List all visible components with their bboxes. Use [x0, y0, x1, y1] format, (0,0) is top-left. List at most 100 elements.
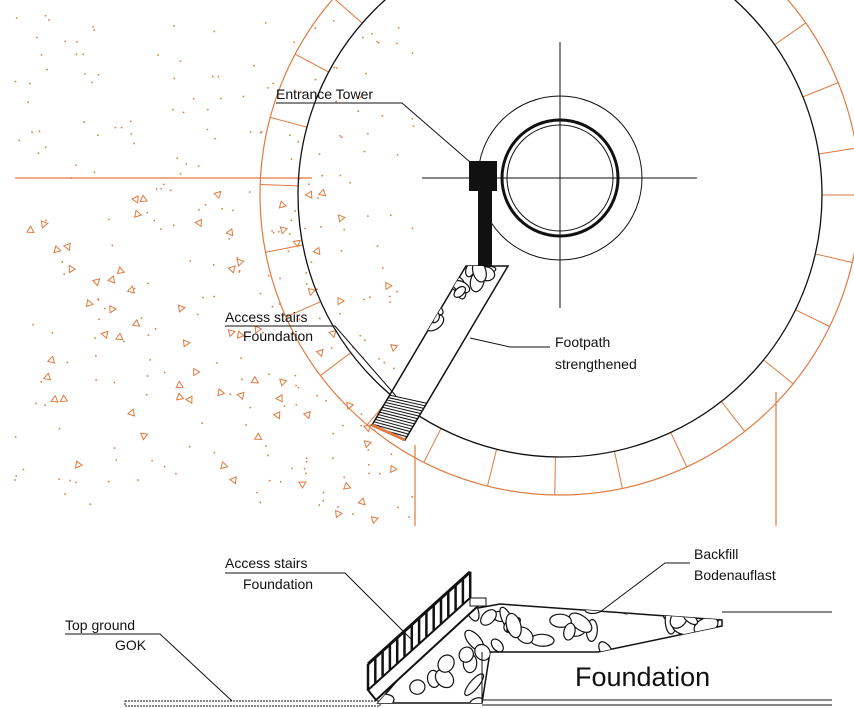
triangle [227, 329, 236, 338]
dot [28, 82, 31, 85]
ring-tick [265, 244, 303, 253]
dot [93, 171, 96, 174]
section-view: Foundation Top ground GOK Access stairs … [65, 546, 832, 707]
label: strengthened [555, 356, 637, 372]
dot [267, 274, 270, 277]
dot [298, 318, 301, 321]
dot [318, 317, 321, 320]
triangle [346, 401, 355, 411]
triangle [126, 408, 136, 417]
stair-step [372, 409, 425, 424]
dot [338, 312, 341, 315]
dot [22, 468, 25, 471]
stone [347, 369, 367, 396]
dot [146, 211, 149, 214]
ring-tick [260, 184, 299, 187]
dot [15, 475, 18, 477]
triangle [337, 214, 346, 223]
ring-tick [774, 22, 807, 46]
triangle [236, 391, 245, 401]
dot [357, 110, 360, 112]
label: Access stairs [225, 555, 307, 571]
dot [92, 25, 95, 28]
dot [335, 100, 337, 103]
stair-step [375, 402, 430, 417]
dot [259, 292, 262, 295]
dot [75, 481, 77, 484]
dot [212, 263, 215, 266]
dot [160, 187, 163, 190]
dot [51, 331, 54, 334]
triangle [131, 195, 139, 204]
ring-tick [285, 301, 321, 318]
stone [400, 328, 415, 351]
dot [268, 373, 270, 376]
dot [173, 24, 175, 27]
label: Top ground [65, 617, 135, 633]
stair-step [372, 407, 427, 422]
dot [61, 261, 64, 263]
dot [390, 453, 393, 456]
triangle [389, 344, 399, 353]
dot [272, 82, 274, 85]
dot [213, 137, 216, 140]
dot [320, 225, 322, 228]
triangle [236, 258, 245, 267]
dot [97, 73, 100, 76]
dot [301, 92, 304, 94]
stone [555, 687, 570, 701]
dot [155, 188, 158, 190]
triangle [26, 225, 35, 234]
dot [154, 327, 157, 330]
dot [238, 270, 241, 272]
dot [361, 36, 364, 39]
stone [529, 633, 555, 647]
dot [82, 53, 85, 56]
dot [411, 117, 414, 120]
triangle [139, 432, 149, 441]
dot [408, 516, 411, 518]
stone [409, 679, 426, 695]
dot [14, 436, 17, 438]
dot [133, 142, 135, 145]
dot [321, 174, 324, 177]
dot [236, 256, 239, 259]
triangle [342, 481, 352, 490]
triangle [328, 330, 337, 339]
ground-hatch [14, 14, 415, 525]
dot [297, 140, 300, 143]
stone [378, 617, 396, 638]
dot [44, 146, 47, 149]
dot [192, 97, 195, 100]
ring-tick [320, 352, 352, 376]
dot [308, 183, 310, 186]
stone [563, 622, 576, 641]
tower-stem [478, 190, 492, 266]
triangle [46, 355, 56, 364]
dot [179, 172, 182, 175]
stone [372, 350, 385, 367]
dot [389, 301, 392, 303]
dot [240, 357, 243, 359]
triangle [254, 325, 263, 334]
dot [290, 158, 293, 161]
ring-tick [670, 432, 688, 468]
dot [297, 386, 300, 389]
dot [98, 318, 100, 321]
dot [310, 261, 313, 264]
dot [331, 457, 334, 460]
dot [114, 126, 117, 129]
ring-tick [802, 82, 839, 98]
dot [58, 427, 61, 430]
triangle [279, 378, 288, 387]
dot [76, 40, 78, 43]
dot [289, 134, 291, 137]
dot [376, 40, 379, 43]
outer-ring [259, 0, 854, 496]
stone [372, 356, 391, 376]
dot [249, 406, 252, 409]
dot [376, 245, 379, 248]
stone [644, 604, 667, 614]
ring-tick [270, 116, 308, 128]
dot [176, 157, 179, 160]
